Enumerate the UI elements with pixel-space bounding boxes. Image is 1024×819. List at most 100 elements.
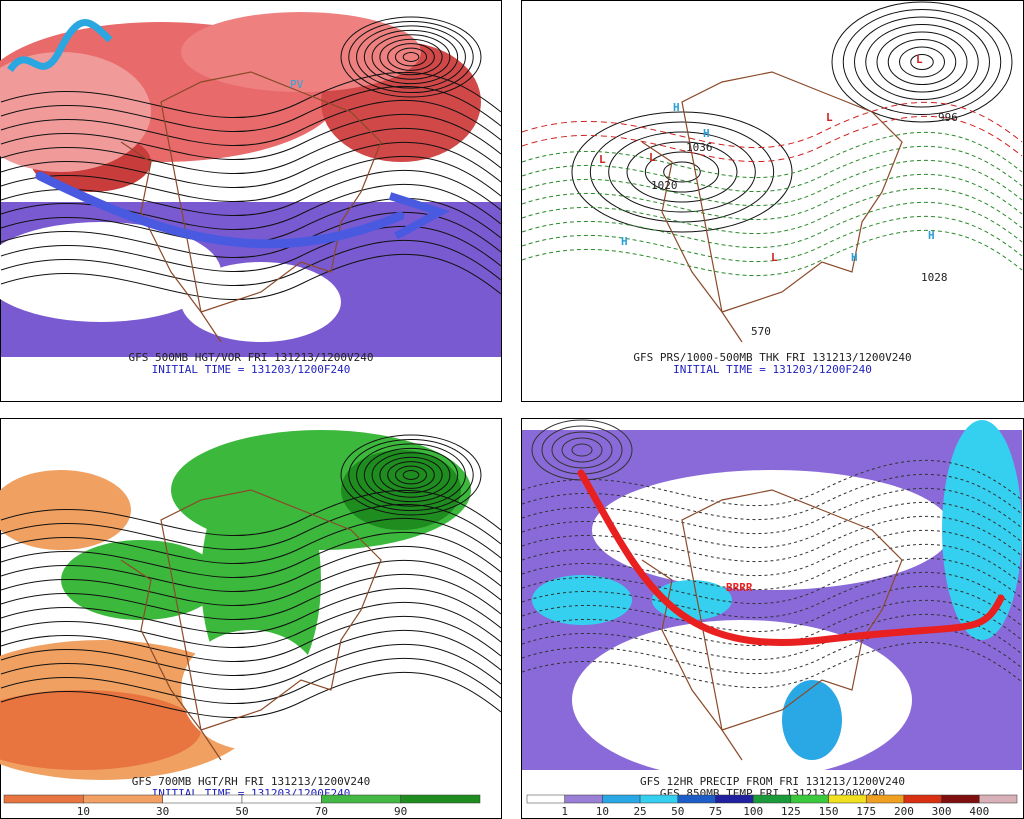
map-area bbox=[521, 419, 1023, 780]
pressure-center: L bbox=[599, 153, 606, 166]
colorbar-label: 90 bbox=[394, 805, 407, 818]
height-contour bbox=[0, 573, 502, 620]
colorbar-label: 70 bbox=[315, 805, 328, 818]
colorbar-label: 1 bbox=[561, 805, 568, 818]
map-title: GFS 12HR PRECIP FROM FRI 131213/1200V240 bbox=[640, 775, 905, 788]
height-contour bbox=[0, 559, 502, 606]
height-contour bbox=[0, 587, 502, 634]
map-panel: GFS PRS/1000-500MB THK FRI 131213/1200V2… bbox=[521, 0, 1024, 402]
colorbar-label: 25 bbox=[633, 805, 646, 818]
height-contour bbox=[521, 599, 1023, 646]
height-contour bbox=[521, 529, 1023, 576]
contour-line bbox=[363, 447, 459, 503]
colorbar-swatch bbox=[3, 794, 84, 804]
contour-line bbox=[363, 29, 459, 85]
height-contour bbox=[0, 127, 502, 174]
colorbar-swatch bbox=[526, 794, 565, 804]
contour-line bbox=[394, 465, 428, 485]
map-title: GFS 500MB HGT/VOR FRI 131213/1200V240 bbox=[128, 351, 373, 364]
contour-line bbox=[356, 25, 466, 89]
contour-line bbox=[910, 54, 934, 70]
colorbar-swatch bbox=[941, 794, 980, 804]
colorbar-swatch bbox=[752, 794, 792, 804]
colorbar-label: 175 bbox=[856, 805, 876, 818]
pressure-center: H bbox=[673, 101, 680, 114]
height-contour bbox=[521, 459, 1023, 506]
colorbar-label: 75 bbox=[709, 805, 722, 818]
isobar-label: 1028 bbox=[921, 271, 948, 284]
colorbar-label: 50 bbox=[235, 805, 248, 818]
pressure-center: H bbox=[851, 251, 858, 264]
field-fill bbox=[0, 690, 201, 770]
map-panel: GFS 700MB HGT/RH FRI 131213/1200V240INIT… bbox=[0, 418, 502, 819]
map-panel: GFS 12HR PRECIP FROM FRI 131213/1200V240… bbox=[521, 418, 1024, 819]
height-contour bbox=[0, 225, 502, 272]
height-contour bbox=[521, 627, 1023, 674]
height-contour bbox=[0, 99, 502, 146]
colorbar-swatch bbox=[865, 794, 905, 804]
height-contour bbox=[0, 629, 502, 676]
colorbar-label: 30 bbox=[156, 805, 169, 818]
contour-line bbox=[402, 52, 420, 62]
height-contour bbox=[521, 215, 1023, 262]
field-fill bbox=[181, 12, 421, 92]
map-area bbox=[0, 430, 502, 780]
colorbar-label: 300 bbox=[932, 805, 952, 818]
colorbar-label: 200 bbox=[894, 805, 914, 818]
height-contour bbox=[521, 173, 1023, 220]
field-fill bbox=[61, 540, 221, 620]
colorbar-swatch bbox=[602, 794, 641, 804]
contour-line bbox=[371, 34, 451, 80]
height-contour bbox=[521, 487, 1023, 534]
contour-line bbox=[865, 24, 979, 100]
contour-line bbox=[551, 431, 613, 469]
field-fill bbox=[522, 12, 1022, 357]
contour-line bbox=[348, 438, 474, 512]
map-panel: GFS 500MB HGT/VOR FRI 131213/1200V240INI… bbox=[0, 0, 502, 402]
field-fill bbox=[181, 630, 321, 750]
contour-line bbox=[663, 161, 701, 183]
contour-line bbox=[876, 31, 968, 93]
contour-line bbox=[626, 141, 738, 203]
contour-line bbox=[608, 131, 756, 213]
colorbar-swatch bbox=[903, 794, 942, 804]
colorbar-label: 400 bbox=[969, 805, 989, 818]
colorbar-swatch bbox=[241, 794, 322, 804]
colorbar-swatch bbox=[715, 794, 754, 804]
height-contour bbox=[0, 657, 502, 704]
colorbar-swatch bbox=[677, 794, 716, 804]
height-contour bbox=[0, 85, 502, 132]
colorbar-swatch bbox=[790, 794, 829, 804]
contour-line bbox=[340, 434, 482, 516]
colorbar-label: 10 bbox=[77, 805, 90, 818]
drawn-arrow bbox=[35, 171, 405, 249]
contour-line bbox=[379, 456, 443, 494]
map-area bbox=[0, 12, 502, 357]
contour-line bbox=[887, 39, 957, 85]
contour-line bbox=[340, 16, 482, 98]
pressure-center: H bbox=[703, 127, 710, 140]
colorbar-swatch bbox=[564, 794, 603, 804]
height-contour bbox=[521, 131, 1023, 178]
height-contour bbox=[521, 501, 1023, 548]
drawn-annotation: BRRR bbox=[726, 581, 753, 594]
pressure-center: L bbox=[649, 151, 656, 164]
height-contour bbox=[521, 201, 1023, 248]
height-contour bbox=[521, 571, 1023, 618]
isobar-label: 1036 bbox=[686, 141, 713, 154]
height-contour bbox=[0, 155, 502, 202]
contour-line bbox=[379, 38, 443, 76]
height-contour bbox=[0, 601, 502, 648]
contour-line bbox=[831, 1, 1013, 123]
colorbar-swatch bbox=[639, 794, 679, 804]
pressure-center: H bbox=[621, 235, 628, 248]
colorbar-swatch bbox=[400, 794, 481, 804]
field-fill bbox=[532, 575, 632, 625]
height-contour bbox=[521, 187, 1023, 234]
pressure-center: L bbox=[916, 53, 923, 66]
drawn-arc bbox=[577, 469, 1005, 647]
field-fill bbox=[782, 680, 842, 760]
drawn-arrow-head bbox=[388, 192, 451, 240]
height-contour bbox=[0, 531, 502, 578]
